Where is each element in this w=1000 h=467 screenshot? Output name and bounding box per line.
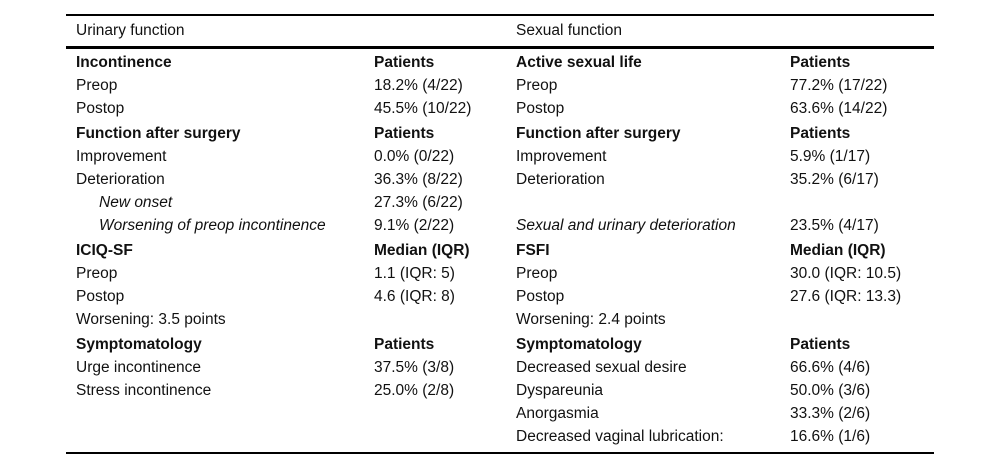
cell-value: 35.2% (6/17) bbox=[790, 171, 879, 188]
cell-value: 27.6 (IQR: 13.3) bbox=[790, 288, 902, 305]
cell-label: Stress incontinence bbox=[76, 382, 212, 399]
cell-label: New onset bbox=[99, 194, 173, 211]
cell-label: Function after surgery bbox=[516, 125, 681, 142]
cell-label: Preop bbox=[516, 265, 558, 282]
group-header-sexual: Sexual function bbox=[516, 22, 622, 39]
cell-label: Postop bbox=[516, 100, 565, 117]
table-row: Decreased vaginal lubrication: 16.6% (1/6… bbox=[66, 425, 934, 448]
cell-value: Patients bbox=[790, 336, 851, 353]
cell-label: Dyspareunia bbox=[516, 382, 604, 399]
cell-value: 37.5% (3/8) bbox=[374, 359, 455, 376]
table-row: Urge incontinence 37.5% (3/8) Decreased se… bbox=[66, 356, 934, 379]
cell-label: Worsening: 2.4 points bbox=[516, 311, 666, 328]
group-header-row: Urinary function Sexual function bbox=[66, 16, 934, 46]
table-row: Stress incontinence 25.0% (2/8) Dyspareuni… bbox=[66, 379, 934, 402]
cell-label: ICIQ-SF bbox=[76, 242, 133, 259]
cell-value: 25.0% (2/8) bbox=[374, 382, 455, 399]
table-row: Postop 4.6 (IQR: 8) Postop 27.6 (IQR: 13.3) bbox=[66, 285, 934, 308]
cell-label: Worsening of preop incontinence bbox=[99, 217, 326, 234]
cell-value bbox=[374, 402, 516, 425]
cell-value bbox=[790, 308, 934, 331]
table-row: Worsening of preop incontinence 9.1% (2/2… bbox=[66, 214, 934, 237]
cell-label: Incontinence bbox=[76, 54, 172, 71]
table-row: Preop 18.2% (4/22) Preop 77.2% (17/22) bbox=[66, 74, 934, 97]
cell-value: 16.6% (1/6) bbox=[790, 428, 871, 445]
cell-value: Patients bbox=[790, 54, 851, 71]
cell-value: 18.2% (4/22) bbox=[374, 77, 463, 94]
table-row: Postop 45.5% (10/22) Postop 63.6% (14/22) bbox=[66, 97, 934, 120]
section-header-row: Symptomatology Patients Symptomatology Pati… bbox=[66, 333, 934, 356]
table-row: New onset 27.3% (6/22) bbox=[66, 191, 934, 214]
outcomes-table: Urinary function Sexual function Inconti… bbox=[66, 14, 934, 454]
top-rule bbox=[66, 14, 934, 16]
table-row: Preop 1.1 (IQR: 5) Preop 30.0 (IQR: 10.5) bbox=[66, 262, 934, 285]
cell-label bbox=[76, 402, 374, 425]
cell-value: 23.5% (4/17) bbox=[790, 217, 879, 234]
bottom-rule bbox=[66, 452, 934, 454]
cell-label bbox=[516, 191, 790, 214]
section-header-row: Incontinence Patients Active sexual life Pa… bbox=[66, 51, 934, 74]
cell-label: Decreased vaginal lubrication: bbox=[516, 428, 724, 445]
cell-value: 66.6% (4/6) bbox=[790, 359, 871, 376]
cell-value: 27.3% (6/22) bbox=[374, 194, 463, 211]
cell-value: 77.2% (17/22) bbox=[790, 77, 888, 94]
cell-value: 1.1 (IQR: 5) bbox=[374, 265, 455, 282]
cell-value bbox=[790, 191, 934, 214]
cell-value: 36.3% (8/22) bbox=[374, 171, 463, 188]
cell-label: Preop bbox=[516, 77, 558, 94]
cell-label: Urge incontinence bbox=[76, 359, 201, 376]
cell-label: Symptomatology bbox=[516, 336, 642, 353]
cell-label: Sexual and urinary deterioration bbox=[516, 217, 736, 234]
table-body: Incontinence Patients Active sexual life Pa… bbox=[66, 51, 934, 448]
header-divider-rule bbox=[66, 46, 934, 49]
cell-value bbox=[374, 425, 516, 448]
table-row: Worsening: 3.5 points Worsening: 2.4 poin… bbox=[66, 308, 934, 331]
cell-label: Active sexual life bbox=[516, 54, 642, 71]
cell-value: Patients bbox=[790, 125, 851, 142]
cell-value bbox=[374, 308, 516, 331]
cell-value: 5.9% (1/17) bbox=[790, 148, 871, 165]
cell-value: Patients bbox=[374, 125, 435, 142]
cell-value: 45.5% (10/22) bbox=[374, 100, 472, 117]
cell-label bbox=[76, 425, 374, 448]
cell-label: Postop bbox=[76, 288, 125, 305]
cell-value: Patients bbox=[374, 54, 435, 71]
cell-label: Improvement bbox=[516, 148, 607, 165]
cell-label: Anorgasmia bbox=[516, 405, 599, 422]
section-header-row: Function after surgery Patients Function a… bbox=[66, 122, 934, 145]
cell-value: 63.6% (14/22) bbox=[790, 100, 888, 117]
cell-value: 50.0% (3/6) bbox=[790, 382, 871, 399]
cell-label: Preop bbox=[76, 77, 118, 94]
group-header-urinary: Urinary function bbox=[76, 22, 185, 39]
cell-value: Median (IQR) bbox=[790, 242, 886, 259]
table-row: Anorgasmia 33.3% (2/6) bbox=[66, 402, 934, 425]
cell-label: Decreased sexual desire bbox=[516, 359, 687, 376]
cell-value: 9.1% (2/22) bbox=[374, 217, 455, 234]
cell-label: Deterioration bbox=[516, 171, 605, 188]
cell-value: 0.0% (0/22) bbox=[374, 148, 455, 165]
cell-label: Postop bbox=[76, 100, 125, 117]
cell-label: Worsening: 3.5 points bbox=[76, 311, 226, 328]
cell-label: Improvement bbox=[76, 148, 167, 165]
cell-value: 33.3% (2/6) bbox=[790, 405, 871, 422]
cell-label: Deterioration bbox=[76, 171, 165, 188]
table-row: Deterioration 36.3% (8/22) Deterioration 35… bbox=[66, 168, 934, 191]
cell-value: Patients bbox=[374, 336, 435, 353]
section-header-row: ICIQ-SF Median (IQR) FSFI Median (IQR) bbox=[66, 239, 934, 262]
cell-label: Preop bbox=[76, 265, 118, 282]
table-row: Improvement 0.0% (0/22) Improvement 5.9% (1… bbox=[66, 145, 934, 168]
cell-label: Function after surgery bbox=[76, 125, 241, 142]
cell-value: 30.0 (IQR: 10.5) bbox=[790, 265, 902, 282]
cell-label: Postop bbox=[516, 288, 565, 305]
cell-value: Median (IQR) bbox=[374, 242, 470, 259]
cell-value: 4.6 (IQR: 8) bbox=[374, 288, 455, 305]
cell-label: Symptomatology bbox=[76, 336, 202, 353]
cell-label: FSFI bbox=[516, 242, 550, 259]
